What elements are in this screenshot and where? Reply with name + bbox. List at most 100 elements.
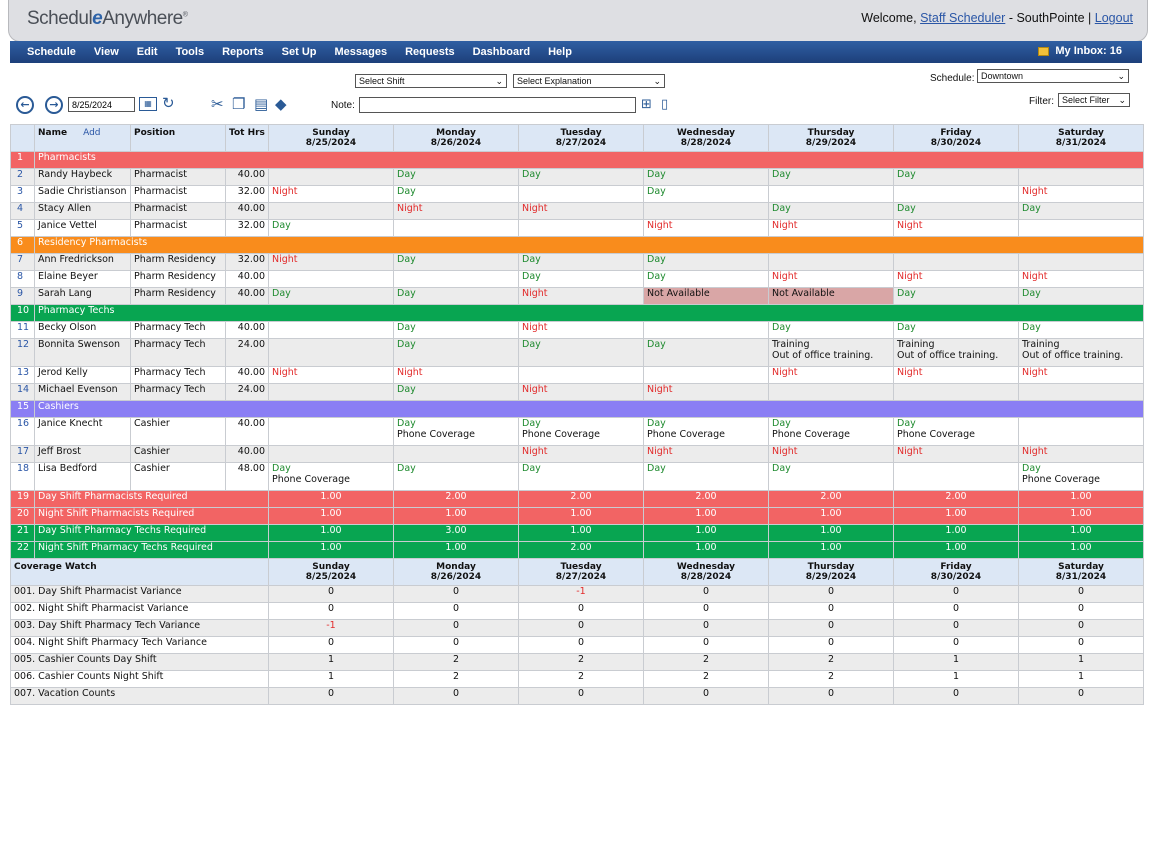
shift-cell[interactable]: Night [1018, 185, 1144, 203]
cut-icon[interactable]: ✂ [211, 95, 224, 113]
name-column-header[interactable]: Name Add [34, 124, 131, 152]
select-shift-dropdown[interactable]: Select Shift ⌄ [355, 74, 507, 88]
menu-set-up[interactable]: Set Up [281, 46, 317, 58]
shift-cell[interactable] [1018, 383, 1144, 401]
shift-cell[interactable]: Not Available [643, 287, 769, 305]
menu-help[interactable]: Help [548, 46, 572, 58]
requirement-value[interactable]: 1.00 [643, 507, 769, 525]
shift-cell[interactable]: Day [1018, 287, 1144, 305]
shift-cell[interactable]: Night [1018, 270, 1144, 288]
shift-cell[interactable]: Day Phone Coverage [393, 417, 519, 446]
requirement-value[interactable]: 2.00 [643, 490, 769, 508]
shift-cell[interactable]: Day Phone Coverage [768, 417, 894, 446]
menu-requests[interactable]: Requests [405, 46, 455, 58]
shift-cell[interactable]: Night [393, 366, 519, 384]
shift-cell[interactable]: Night [1018, 445, 1144, 463]
shift-cell[interactable] [393, 445, 519, 463]
day-column-header[interactable]: Friday 8/30/2024 [893, 558, 1019, 586]
shift-cell[interactable]: Day [393, 462, 519, 491]
requirement-value[interactable]: 1.00 [518, 524, 644, 542]
shift-cell[interactable]: Day [1018, 321, 1144, 339]
shift-cell[interactable]: Night [893, 445, 1019, 463]
shift-cell[interactable]: Day [893, 287, 1019, 305]
shift-cell[interactable]: Day [518, 270, 644, 288]
requirement-value[interactable]: 3.00 [393, 524, 519, 542]
shift-cell[interactable]: Day [893, 321, 1019, 339]
shift-cell[interactable]: Day [643, 253, 769, 271]
shift-cell[interactable] [768, 185, 894, 203]
shift-cell[interactable]: Night [518, 383, 644, 401]
employee-name[interactable]: Sadie Christianson [34, 185, 131, 203]
menu-dashboard[interactable]: Dashboard [472, 46, 531, 58]
schedule-dropdown[interactable]: Downtown ⌄ [977, 69, 1129, 83]
day-column-header[interactable]: Tuesday 8/27/2024 [518, 558, 644, 586]
requirement-label[interactable]: Day Shift Pharmacists Required [34, 490, 269, 508]
shift-cell[interactable] [518, 219, 644, 237]
day-column-header[interactable]: Tuesday 8/27/2024 [518, 124, 644, 152]
shift-cell[interactable]: Day Phone Coverage [643, 417, 769, 446]
shift-cell[interactable]: Night [518, 202, 644, 220]
requirement-value[interactable]: 2.00 [768, 490, 894, 508]
menu-reports[interactable]: Reports [222, 46, 264, 58]
shift-cell[interactable]: Day [768, 462, 894, 491]
shift-cell[interactable]: Night [268, 366, 394, 384]
select-explanation-dropdown[interactable]: Select Explanation ⌄ [513, 74, 665, 88]
employee-name[interactable]: Bonnita Swenson [34, 338, 131, 367]
shift-cell[interactable] [268, 383, 394, 401]
shift-cell[interactable] [768, 253, 894, 271]
employee-name[interactable]: Janice Knecht [34, 417, 131, 446]
shift-cell[interactable]: Day [1018, 202, 1144, 220]
employee-name[interactable]: Ann Fredrickson [34, 253, 131, 271]
shift-cell[interactable]: Night [768, 445, 894, 463]
shift-cell[interactable]: Day [768, 168, 894, 186]
menu-edit[interactable]: Edit [136, 46, 158, 58]
shift-cell[interactable] [1018, 253, 1144, 271]
menu-schedule[interactable]: Schedule [27, 46, 76, 58]
previous-week-button[interactable]: ← [16, 96, 34, 114]
add-employee-link[interactable]: Add [83, 128, 101, 138]
next-week-button[interactable]: → [45, 96, 63, 114]
shift-cell[interactable]: Night [643, 219, 769, 237]
requirement-label[interactable]: Day Shift Pharmacy Techs Required [34, 524, 269, 542]
requirement-label[interactable]: Night Shift Pharmacy Techs Required [34, 541, 269, 559]
shift-cell[interactable]: Training Out of office training. [1018, 338, 1144, 367]
requirement-value[interactable]: 1.00 [268, 524, 394, 542]
shift-cell[interactable] [1018, 168, 1144, 186]
paste-icon[interactable]: ▤ [254, 95, 269, 113]
day-column-header[interactable]: Saturday 8/31/2024 [1018, 558, 1144, 586]
shift-cell[interactable]: Night [393, 202, 519, 220]
shift-cell[interactable]: Not Available [768, 287, 894, 305]
calendar-icon[interactable]: ▦ [139, 97, 157, 111]
shift-cell[interactable]: Day Phone Coverage [268, 462, 394, 491]
shift-cell[interactable] [268, 270, 394, 288]
shift-cell[interactable]: Night [268, 185, 394, 203]
employee-name[interactable]: Michael Evenson [34, 383, 131, 401]
shift-cell[interactable]: Night [518, 321, 644, 339]
shift-cell[interactable]: Day [393, 321, 519, 339]
requirement-value[interactable]: 1.00 [643, 524, 769, 542]
requirement-value[interactable]: 1.00 [268, 507, 394, 525]
shift-cell[interactable] [268, 202, 394, 220]
group-label[interactable]: Cashiers [34, 400, 1144, 418]
requirement-value[interactable]: 1.00 [1018, 541, 1144, 559]
menu-tools[interactable]: Tools [175, 46, 205, 58]
day-column-header[interactable]: Sunday 8/25/2024 [268, 558, 394, 586]
shift-cell[interactable]: Day Phone Coverage [518, 417, 644, 446]
shift-cell[interactable]: Day [643, 270, 769, 288]
shift-cell[interactable]: Night [768, 219, 894, 237]
shift-cell[interactable] [893, 253, 1019, 271]
day-column-header[interactable]: Sunday 8/25/2024 [268, 124, 394, 152]
shift-cell[interactable] [643, 366, 769, 384]
shift-cell[interactable]: Training Out of office training. [768, 338, 894, 367]
requirement-value[interactable]: 1.00 [893, 507, 1019, 525]
note-input[interactable] [359, 97, 636, 113]
copy-icon[interactable]: ❐ [232, 95, 246, 113]
shift-cell[interactable] [893, 185, 1019, 203]
day-column-header[interactable]: Wednesday 8/28/2024 [643, 558, 769, 586]
group-label[interactable]: Pharmacists [34, 151, 1144, 169]
shift-cell[interactable]: Training Out of office training. [893, 338, 1019, 367]
menu-view[interactable]: View [93, 46, 119, 58]
shift-cell[interactable] [518, 185, 644, 203]
shift-cell[interactable] [1018, 219, 1144, 237]
shift-cell[interactable] [393, 219, 519, 237]
